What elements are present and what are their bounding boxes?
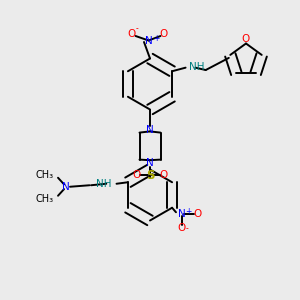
Text: +: + — [153, 34, 160, 43]
Text: N: N — [146, 124, 154, 135]
Text: O: O — [242, 34, 250, 44]
Text: O: O — [159, 170, 168, 180]
Text: O: O — [194, 209, 202, 219]
Text: O: O — [159, 28, 168, 39]
Text: CH₃: CH₃ — [35, 170, 53, 180]
Text: S: S — [146, 169, 154, 182]
Text: N: N — [61, 182, 69, 192]
Text: NH: NH — [190, 62, 205, 72]
Text: N: N — [145, 35, 152, 46]
Text: O: O — [128, 28, 136, 39]
Text: N: N — [178, 209, 186, 219]
Text: -: - — [186, 224, 189, 233]
Text: O: O — [132, 170, 141, 180]
Text: CH₃: CH₃ — [35, 194, 53, 204]
Text: O: O — [178, 224, 186, 233]
Text: +: + — [186, 207, 192, 216]
Text: N: N — [146, 158, 154, 168]
Text: NH: NH — [96, 179, 111, 189]
Text: -: - — [136, 24, 139, 33]
